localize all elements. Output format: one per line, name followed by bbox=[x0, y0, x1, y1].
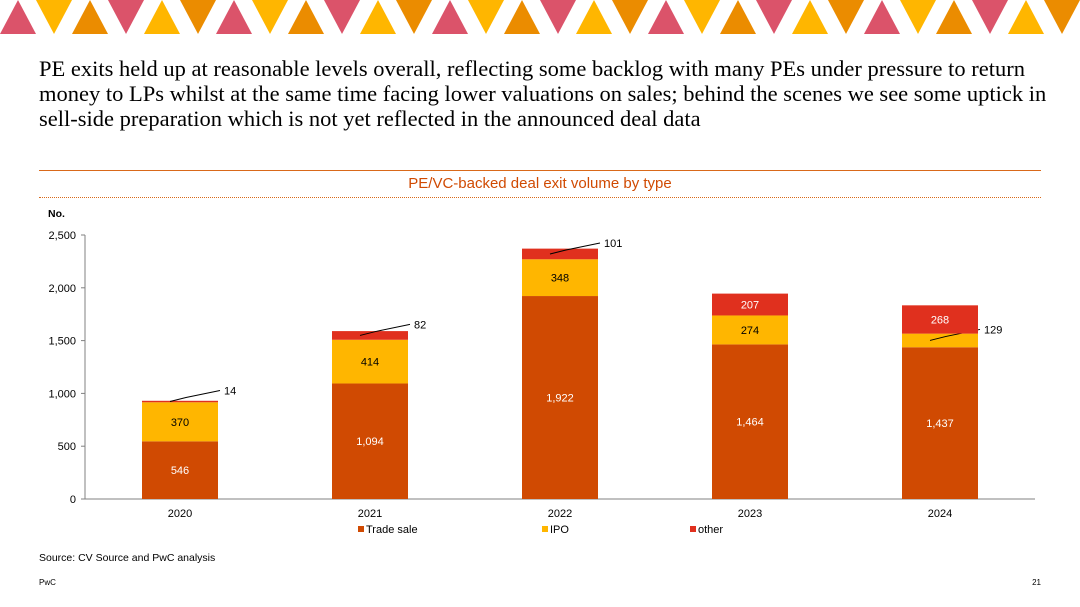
data-label: 370 bbox=[171, 417, 189, 429]
banner-triangle bbox=[864, 0, 900, 34]
banner-triangle bbox=[468, 0, 504, 34]
y-tick-label: 0 bbox=[70, 494, 76, 506]
data-label: 207 bbox=[741, 300, 759, 312]
data-label: 348 bbox=[551, 273, 569, 285]
data-label: 546 bbox=[171, 465, 189, 477]
banner-triangle bbox=[936, 0, 972, 34]
bar-segment-ipo bbox=[902, 333, 978, 348]
banner-triangle bbox=[612, 0, 648, 34]
bar-segment-trade-sale bbox=[902, 347, 978, 499]
data-label: 268 bbox=[931, 314, 949, 326]
banner-triangle bbox=[432, 0, 468, 34]
banner-triangle bbox=[216, 0, 252, 34]
y-tick-label: 1,500 bbox=[48, 336, 76, 348]
bar-segment-trade-sale bbox=[522, 296, 598, 499]
y-tick-label: 500 bbox=[58, 441, 76, 453]
legend-label: Trade sale bbox=[366, 524, 418, 536]
legend-swatch bbox=[542, 526, 548, 532]
bar-segment-other bbox=[902, 305, 978, 334]
y-axis-unit-label: No. bbox=[48, 208, 65, 220]
stacked-bar-chart: No. 0 500 1,000 1,500 2,000 2,500 546 370 14 2020 1… bbox=[48, 208, 1035, 536]
legend-swatch bbox=[690, 526, 696, 532]
banner-triangle bbox=[540, 0, 576, 34]
banner-triangle bbox=[108, 0, 144, 34]
bar-segment-trade-sale bbox=[712, 344, 788, 499]
bar-segment-trade-sale bbox=[332, 383, 408, 499]
data-label: 274 bbox=[741, 325, 759, 337]
banner-triangle bbox=[684, 0, 720, 34]
x-tick-label: 2021 bbox=[358, 508, 382, 520]
bar-segment-ipo bbox=[332, 339, 408, 384]
banner-triangle bbox=[252, 0, 288, 34]
bar-segment-ipo bbox=[712, 315, 788, 345]
banner-triangle bbox=[144, 0, 180, 34]
banner-triangle bbox=[72, 0, 108, 34]
bar-segment-other bbox=[522, 248, 598, 260]
y-tick-label: 1,000 bbox=[48, 388, 76, 400]
banner-triangle bbox=[324, 0, 360, 34]
banner-triangle bbox=[648, 0, 684, 34]
banner-triangle bbox=[0, 0, 36, 34]
data-label: 414 bbox=[361, 357, 379, 369]
banner-triangle bbox=[900, 0, 936, 34]
data-label-callout: 82 bbox=[414, 319, 426, 331]
data-label-callout: 14 bbox=[224, 386, 236, 398]
bar-segment-ipo bbox=[142, 402, 218, 442]
data-label: 1,922 bbox=[546, 393, 574, 405]
banner-triangle bbox=[756, 0, 792, 34]
chart-title: PE/VC-backed deal exit volume by type bbox=[408, 175, 672, 192]
data-label: 1,094 bbox=[356, 436, 384, 448]
bar-segment-other bbox=[142, 400, 218, 403]
bar-segment-other bbox=[712, 293, 788, 316]
bar-segment-other bbox=[332, 331, 408, 340]
banner-triangle bbox=[576, 0, 612, 34]
source-note: Source: CV Source and PwC analysis bbox=[39, 552, 216, 564]
x-tick-label: 2022 bbox=[548, 508, 572, 520]
banner-triangle bbox=[36, 0, 72, 34]
legend-label: other bbox=[698, 524, 723, 536]
decorative-banner bbox=[0, 0, 1080, 34]
x-tick-label: 2023 bbox=[738, 508, 762, 520]
data-label: 1,437 bbox=[926, 418, 954, 430]
data-label: 1,464 bbox=[736, 417, 764, 429]
banner-triangle bbox=[972, 0, 1008, 34]
banner-triangle bbox=[288, 0, 324, 34]
legend-label: IPO bbox=[550, 524, 569, 536]
bar-segment-ipo bbox=[522, 259, 598, 297]
legend-swatch bbox=[358, 526, 364, 532]
callout-leader-line bbox=[359, 323, 411, 336]
banner-triangle bbox=[504, 0, 540, 34]
y-tick-label: 2,500 bbox=[48, 230, 76, 242]
page-number: 21 bbox=[1032, 578, 1041, 587]
page-headline: PE exits held up at reasonable levels ov… bbox=[39, 56, 1047, 131]
banner-triangle bbox=[360, 0, 396, 34]
banner-triangle bbox=[396, 0, 432, 34]
footer-brand: PwC bbox=[39, 578, 56, 587]
data-label-callout: 129 bbox=[984, 324, 1002, 336]
banner-triangle bbox=[180, 0, 216, 34]
callout-leader-line bbox=[549, 242, 601, 255]
chart-title-rule-top bbox=[39, 170, 1041, 171]
chart-title-rule-bottom bbox=[39, 197, 1041, 198]
banner-triangle bbox=[792, 0, 828, 34]
callout-leader-line bbox=[169, 390, 221, 403]
banner-triangle bbox=[828, 0, 864, 34]
x-tick-label: 2020 bbox=[168, 508, 192, 520]
banner-triangle bbox=[1044, 0, 1080, 34]
banner-triangle bbox=[1008, 0, 1044, 34]
banner-triangle bbox=[720, 0, 756, 34]
bar-segment-trade-sale bbox=[142, 441, 218, 499]
y-tick-label: 2,000 bbox=[48, 283, 76, 295]
data-label-callout: 101 bbox=[604, 238, 622, 250]
x-tick-label: 2024 bbox=[928, 508, 952, 520]
